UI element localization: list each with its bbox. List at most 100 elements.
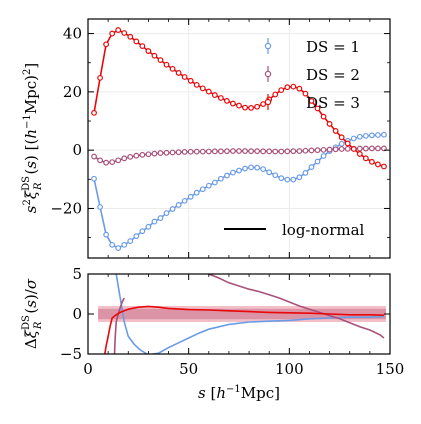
data-point-ds3 [290, 83, 297, 90]
data-point-ds2 [296, 148, 303, 154]
data-point-ds3 [211, 92, 218, 98]
data-point-ds1 [308, 164, 315, 170]
data-point-ds2 [109, 159, 116, 166]
data-point-ds3 [236, 102, 242, 109]
data-point-ds3 [320, 113, 327, 120]
data-point-ds2 [368, 145, 375, 152]
data-point-ds3 [193, 81, 200, 88]
bottom-ylabel: ΔξDSR(s)/σ [21, 278, 44, 349]
data-point-ds2 [284, 148, 291, 155]
top-tick-labels: −20 0 20 40 [50, 25, 82, 218]
data-point-ds2 [91, 153, 97, 160]
top-y-tick-label: 0 [72, 141, 82, 159]
data-point-ds1 [181, 197, 188, 204]
data-point-ds2 [272, 148, 279, 155]
residual-line-ds1 [115, 274, 385, 354]
x-axis-label: s [h−1Mpc] [198, 384, 280, 402]
residual-line-ds3 [103, 305, 384, 354]
data-point-ds1 [248, 164, 254, 171]
data-point-ds2 [224, 148, 230, 155]
data-point-ds3 [375, 161, 381, 168]
data-point-ds3 [362, 155, 369, 162]
data-point-ds1 [320, 153, 327, 159]
data-point-ds2 [169, 149, 176, 156]
data-point-ds3 [338, 134, 345, 141]
data-point-ds3 [175, 70, 182, 76]
data-point-ds2 [205, 148, 212, 155]
data-point-ds2 [199, 148, 206, 155]
data-point-ds2 [302, 147, 309, 154]
data-point-ds1 [103, 231, 110, 238]
data-point-ds1 [338, 140, 345, 147]
data-point-ds2 [320, 146, 327, 153]
data-point-ds1 [278, 175, 285, 182]
data-point-ds2 [266, 148, 273, 155]
data-point-ds2 [145, 151, 152, 158]
top-y-tick-label: −20 [50, 199, 82, 217]
data-point-ds1 [375, 132, 381, 138]
data-point-ds1 [139, 228, 146, 235]
data-point-ds1 [290, 176, 297, 183]
data-point-ds3 [314, 105, 321, 112]
legend-marker-ds3 [264, 98, 272, 106]
data-point-ds1 [230, 169, 236, 176]
data-point-ds3 [326, 121, 333, 127]
data-point-ds2 [375, 145, 381, 152]
data-point-ds3 [187, 77, 194, 84]
data-point-ds2 [127, 153, 134, 160]
data-point-ds1 [91, 175, 97, 182]
data-point-ds2 [381, 145, 387, 152]
data-point-ds1 [205, 182, 212, 189]
data-point-ds2 [308, 147, 315, 154]
bottom-y-tick-label: 0 [72, 305, 82, 323]
data-point-ds1 [115, 245, 122, 251]
data-point-ds3 [109, 30, 116, 37]
data-point-ds3 [151, 52, 158, 59]
data-point-ds3 [302, 90, 309, 97]
data-point-ds2 [230, 148, 236, 154]
data-point-ds1 [157, 215, 164, 221]
data-point-ds3 [254, 103, 261, 110]
bottom-y-tick-label: 5 [72, 265, 82, 283]
residual-line-ds2-seg2 [207, 274, 385, 339]
data-point-ds3 [332, 128, 339, 134]
data-point-ds2 [338, 146, 345, 152]
data-point-ds1 [109, 241, 116, 248]
data-point-ds2 [157, 150, 164, 156]
legend-log-normal-label: log-normal [282, 221, 365, 239]
data-point-ds2 [344, 145, 351, 152]
data-point-ds1 [302, 169, 309, 176]
x-tick-label: 50 [179, 360, 198, 378]
data-point-ds1 [127, 238, 134, 244]
data-point-ds2 [121, 155, 128, 162]
top-ylabel: s2ξDSR(s) [(h−1Mpc)2] [21, 63, 44, 214]
data-point-ds1 [217, 175, 224, 182]
data-point-ds1 [242, 165, 248, 172]
data-point-ds3 [163, 61, 170, 68]
data-point-ds2 [278, 148, 285, 155]
data-point-ds2 [175, 149, 182, 156]
top-plot-area [91, 27, 387, 251]
data-point-ds3 [381, 163, 387, 170]
data-point-ds1 [368, 132, 375, 139]
legend-label-ds2: DS = 2 [306, 66, 360, 84]
data-point-ds3 [356, 151, 363, 157]
legend-label-ds1: DS = 1 [306, 38, 360, 56]
data-point-ds2 [187, 148, 194, 155]
data-point-ds3 [199, 85, 206, 92]
data-point-ds1 [175, 202, 182, 208]
data-point-ds1 [381, 131, 387, 138]
data-point-ds3 [115, 27, 122, 33]
data-point-ds3 [260, 101, 267, 108]
data-point-ds3 [350, 146, 357, 152]
data-point-ds2 [362, 145, 369, 152]
data-point-ds1 [350, 135, 357, 142]
data-point-ds2 [290, 148, 297, 155]
data-point-ds3 [157, 57, 164, 63]
data-point-ds3 [272, 91, 279, 98]
data-point-ds3 [224, 98, 230, 104]
data-point-ds1 [236, 167, 242, 174]
data-point-ds3 [284, 84, 291, 91]
data-point-ds2 [115, 157, 122, 164]
